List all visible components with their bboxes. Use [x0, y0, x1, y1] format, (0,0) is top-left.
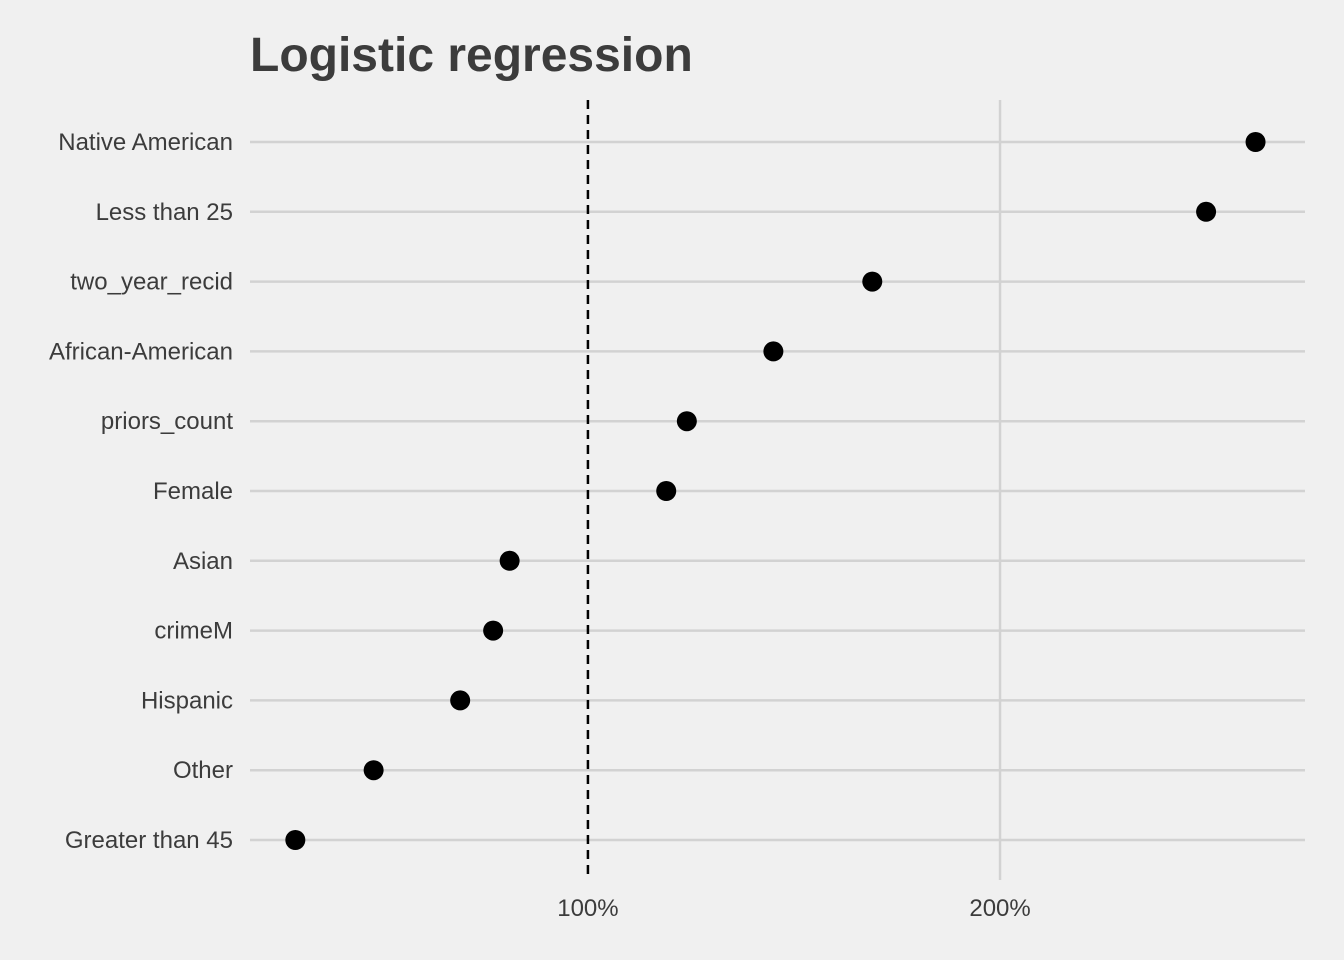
y-tick-label-less-than-25: Less than 25	[96, 199, 233, 226]
y-tick-label-priors-count: priors_count	[101, 408, 233, 435]
point-hispanic	[450, 690, 471, 711]
chart-title: Logistic regression	[250, 29, 693, 82]
y-tick-label-greater-than-45: Greater than 45	[65, 827, 233, 854]
grid-layer	[250, 100, 1305, 880]
x-tick-label-200: 200%	[969, 895, 1030, 922]
point-african-american	[763, 341, 784, 362]
y-tick-label-other: Other	[173, 757, 233, 784]
point-priors-count	[676, 411, 697, 432]
point-asian	[499, 550, 520, 571]
x-axis-labels: 100% 200%	[557, 895, 1031, 922]
y-tick-label-african-american: African-American	[49, 338, 233, 365]
y-tick-label-asian: Asian	[173, 548, 233, 575]
point-crimem	[483, 620, 504, 641]
y-tick-label-female: Female	[153, 478, 233, 505]
point-two-year-recid	[862, 271, 883, 292]
point-less-than-25	[1196, 201, 1217, 222]
y-axis-labels: Native American Less than 25 two_year_reci…	[49, 129, 233, 854]
points-layer	[285, 132, 1266, 850]
x-tick-label-100: 100%	[557, 895, 618, 922]
y-tick-label-native-american: Native American	[58, 129, 233, 156]
point-greater-than-45	[285, 830, 306, 850]
y-tick-label-hispanic: Hispanic	[141, 687, 233, 714]
point-female	[656, 481, 677, 501]
point-other	[363, 760, 384, 781]
y-tick-label-crimem: crimeM	[154, 618, 233, 645]
y-tick-label-two-year-recid: two_year_recid	[70, 269, 233, 296]
point-native-american	[1245, 132, 1266, 152]
